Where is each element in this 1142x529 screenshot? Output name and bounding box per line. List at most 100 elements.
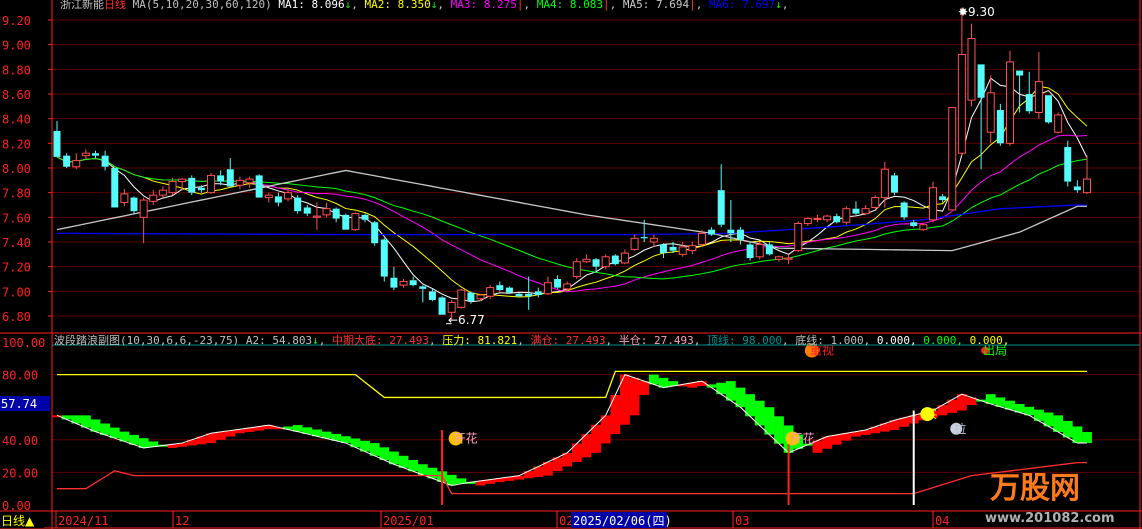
candle[interactable] (217, 170, 225, 186)
candle[interactable] (813, 214, 822, 223)
candle[interactable] (910, 219, 918, 228)
candle[interactable] (120, 188, 129, 207)
candle[interactable] (1044, 95, 1052, 124)
candle[interactable] (649, 234, 658, 247)
candle[interactable] (861, 204, 870, 215)
candle[interactable] (53, 121, 61, 157)
candle[interactable] (1054, 112, 1063, 134)
signal-annotation[interactable]: 买 (920, 407, 937, 422)
candle[interactable] (496, 281, 504, 292)
candle[interactable] (351, 212, 360, 231)
candle[interactable] (390, 266, 398, 291)
candle[interactable] (447, 299, 456, 320)
candle[interactable] (63, 153, 71, 168)
candle[interactable] (543, 276, 552, 296)
candle[interactable] (592, 258, 600, 273)
period-button-label[interactable]: 日线▲ (1, 514, 35, 528)
candle[interactable] (274, 192, 282, 207)
candle[interactable] (264, 192, 273, 203)
candle[interactable] (977, 64, 985, 170)
candle[interactable] (515, 292, 523, 298)
date-axis[interactable]: 日线▲ 2024/11 12 2025/01 02 03 04 2025/02/06(四) (0, 511, 949, 528)
signal-annotation[interactable]: 重视 (804, 343, 834, 358)
candle[interactable] (755, 241, 764, 260)
candle[interactable] (727, 200, 735, 242)
signal-annotation[interactable]: 开花 (785, 431, 815, 446)
candle[interactable] (197, 185, 205, 193)
candle[interactable] (149, 190, 158, 205)
candle[interactable] (399, 278, 408, 288)
candle[interactable] (871, 195, 880, 209)
candle[interactable] (678, 241, 687, 257)
candle[interactable] (342, 213, 350, 230)
candle[interactable] (332, 207, 340, 223)
signal-annotation[interactable]: 开花 (448, 431, 478, 446)
candle[interactable] (582, 254, 591, 263)
candle[interactable] (207, 172, 216, 194)
candle[interactable] (842, 206, 851, 225)
candle[interactable] (409, 276, 417, 287)
candle[interactable] (746, 241, 754, 261)
candle[interactable] (130, 196, 138, 214)
candle[interactable] (428, 288, 436, 302)
candle[interactable] (505, 286, 513, 294)
candle[interactable] (697, 229, 706, 247)
candle[interactable] (554, 275, 562, 289)
candle[interactable] (669, 241, 677, 254)
period-button[interactable] (0, 512, 44, 528)
candle[interactable] (361, 213, 369, 223)
candle[interactable] (1016, 70, 1024, 113)
candle[interactable] (467, 291, 475, 304)
candle[interactable] (1083, 155, 1091, 194)
candle[interactable] (1005, 50, 1014, 146)
candle[interactable] (708, 227, 716, 236)
candle[interactable] (92, 150, 100, 159)
candle[interactable] (774, 255, 783, 262)
candle[interactable] (823, 214, 832, 223)
candle[interactable] (601, 254, 610, 270)
candle[interactable] (235, 176, 244, 189)
candle[interactable] (900, 201, 908, 220)
candle[interactable] (486, 285, 495, 299)
candle[interactable] (784, 254, 793, 265)
candle[interactable] (852, 201, 860, 215)
candle[interactable] (101, 150, 109, 171)
candle[interactable] (371, 221, 379, 246)
candle[interactable] (255, 174, 263, 198)
candle[interactable] (72, 153, 81, 170)
candle[interactable] (620, 249, 629, 265)
candle[interactable] (1025, 71, 1033, 114)
candle[interactable] (1073, 180, 1081, 193)
candle[interactable] (640, 219, 648, 242)
candle[interactable] (890, 172, 898, 196)
candle[interactable] (957, 7, 966, 156)
signal-annotation[interactable]: 出局 (981, 344, 1007, 358)
candle[interactable] (168, 177, 177, 196)
candle[interactable] (928, 181, 937, 223)
candle[interactable] (611, 254, 619, 266)
candle[interactable] (438, 296, 446, 315)
candle[interactable] (139, 197, 148, 244)
candle[interactable] (1064, 140, 1072, 187)
candle[interactable] (919, 223, 928, 231)
candle[interactable] (939, 193, 947, 203)
candle[interactable] (419, 285, 427, 303)
candle[interactable] (833, 213, 841, 224)
candle[interactable] (188, 175, 196, 196)
candle[interactable] (178, 177, 187, 191)
candle[interactable] (967, 23, 976, 107)
candle[interactable] (226, 158, 234, 187)
candle[interactable] (534, 287, 542, 298)
candle[interactable] (736, 227, 744, 245)
candle[interactable] (294, 195, 302, 214)
candle[interactable] (659, 243, 667, 259)
candle[interactable] (457, 288, 466, 309)
candle[interactable] (803, 217, 812, 226)
candle[interactable] (948, 107, 957, 211)
candle[interactable] (765, 241, 773, 256)
candle[interactable] (525, 276, 533, 310)
candle[interactable] (688, 241, 697, 255)
candle[interactable] (572, 258, 581, 279)
